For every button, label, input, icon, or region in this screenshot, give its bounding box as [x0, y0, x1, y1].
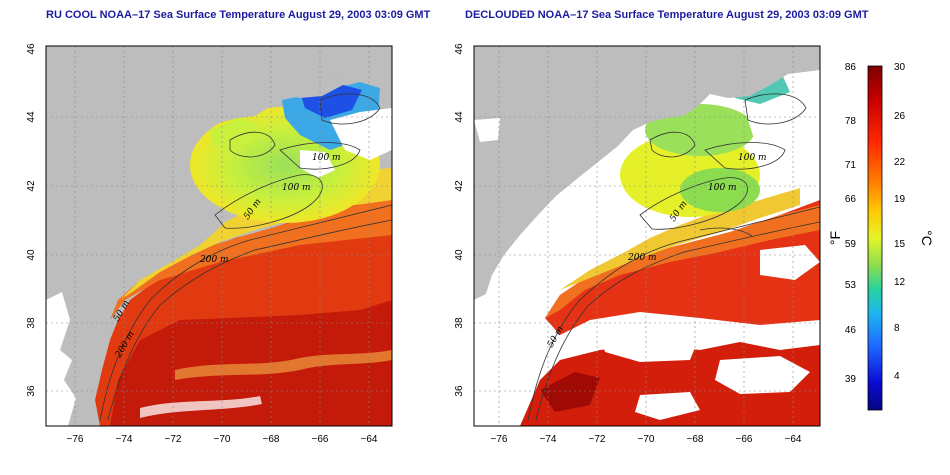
celsius-tick: 30	[894, 62, 906, 73]
celsius-tick: 4	[894, 371, 900, 382]
fahrenheit-tick: 46	[845, 325, 857, 336]
x-tick-label: −68	[263, 434, 280, 445]
right-cloud-gap-1	[600, 325, 700, 362]
celsius-tick: 22	[894, 157, 906, 168]
x-tick-label: −68	[687, 434, 704, 445]
right-grid	[474, 46, 820, 426]
x-tick-label: −74	[540, 434, 557, 445]
right-x-axis: −76 −74 −72 −70 −68 −66 −64	[491, 434, 802, 445]
right-contour-label: 100 m	[708, 183, 737, 193]
x-tick-label: −64	[785, 434, 802, 445]
right-cloud-gap-2	[715, 356, 810, 394]
left-y-axis: 36 38 40 42 44 46	[26, 43, 37, 397]
colorbar-celsius-ticks: 30 26 22 19 15 12 8 4	[894, 62, 906, 382]
x-tick-label: −76	[67, 434, 84, 445]
celsius-tick: 15	[894, 239, 906, 250]
celsius-tick: 8	[894, 323, 900, 334]
x-tick-label: −66	[736, 434, 753, 445]
fahrenheit-tick: 86	[845, 62, 857, 73]
fahrenheit-tick: 78	[845, 116, 857, 127]
x-tick-label: −74	[116, 434, 133, 445]
y-tick-label: 44	[26, 111, 37, 123]
y-tick-label: 36	[26, 385, 37, 397]
right-contour-label: 100 m	[738, 153, 767, 163]
left-contour-label: 100 m	[312, 153, 341, 163]
left-streak-1	[175, 350, 392, 380]
y-tick-label: 42	[454, 180, 465, 192]
right-map-title: DECLOUDED NOAA–17 Sea Surface Temperatur…	[465, 9, 869, 21]
right-ocean-dark-core	[540, 372, 600, 412]
right-cloud-north	[745, 100, 820, 165]
left-map-panel: 100 m 100 m 50 m 200 m 50 m 200 m −76 −7…	[26, 43, 393, 445]
fahrenheit-tick: 53	[845, 280, 857, 291]
right-coastline-land	[474, 46, 820, 360]
right-ocean-orange	[545, 205, 820, 318]
x-tick-label: −64	[361, 434, 378, 445]
y-tick-label: 40	[454, 249, 465, 261]
left-grid	[46, 46, 392, 426]
y-tick-label: 40	[26, 249, 37, 261]
right-shelf-yellow	[560, 188, 800, 290]
left-nova-scotia	[310, 46, 392, 80]
fahrenheit-unit-label: °F	[827, 231, 843, 245]
y-tick-label: 44	[454, 111, 465, 123]
right-coast-detail	[474, 292, 504, 426]
colorbar-fahrenheit-ticks: 86 78 71 66 59 53 46 39	[845, 62, 857, 385]
celsius-tick: 12	[894, 277, 906, 288]
y-tick-label: 46	[454, 43, 465, 55]
fahrenheit-tick: 59	[845, 239, 857, 250]
right-map-frame	[473, 45, 821, 427]
right-cloud-gap-4	[760, 245, 820, 280]
y-tick-label: 38	[454, 317, 465, 329]
fahrenheit-tick: 66	[845, 194, 857, 205]
y-tick-label: 36	[454, 385, 465, 397]
y-tick-label: 38	[26, 317, 37, 329]
right-cloud-land-edge	[474, 118, 500, 142]
x-tick-label: −66	[312, 434, 329, 445]
left-cloud-1	[330, 108, 392, 160]
x-tick-label: −70	[638, 434, 655, 445]
left-map-title: RU COOL NOAA–17 Sea Surface Temperature …	[46, 9, 431, 21]
x-tick-label: −76	[491, 434, 508, 445]
right-map-panel: 100 m 100 m 50 m 200 m 50 m −76 −74 −72 …	[454, 43, 821, 445]
fahrenheit-tick: 39	[845, 374, 857, 385]
celsius-tick: 19	[894, 194, 906, 205]
left-cloud-2	[300, 150, 335, 178]
left-map-frame	[45, 45, 393, 427]
left-coastline-land	[46, 46, 392, 360]
left-ocean-hot	[110, 300, 392, 426]
colorbar: 86 78 71 66 59 53 46 39 30 26 22 19 15 1…	[827, 62, 935, 411]
colorbar-ramp	[867, 65, 883, 411]
celsius-unit-label: °C	[919, 230, 935, 246]
left-ocean-orange	[110, 198, 392, 320]
left-x-axis: −76 −74 −72 −70 −68 −66 −64	[67, 434, 378, 445]
y-tick-label: 46	[26, 43, 37, 55]
right-y-axis: 36 38 40 42 44 46	[454, 43, 465, 397]
left-contour-label: 100 m	[282, 183, 311, 193]
right-bathymetry-contours	[527, 93, 820, 421]
left-streak-2	[140, 396, 262, 418]
right-contour-label: 200 m	[627, 253, 657, 263]
x-tick-label: −70	[214, 434, 231, 445]
left-bathymetry-contours	[99, 93, 392, 421]
right-cloud-gap-3	[635, 392, 700, 420]
celsius-tick: 26	[894, 111, 906, 122]
fahrenheit-tick: 71	[845, 160, 857, 171]
left-contour-label: 200 m	[199, 255, 229, 265]
x-tick-label: −72	[589, 434, 606, 445]
y-tick-label: 42	[26, 180, 37, 192]
left-coast-detail	[46, 292, 76, 426]
x-tick-label: −72	[165, 434, 182, 445]
